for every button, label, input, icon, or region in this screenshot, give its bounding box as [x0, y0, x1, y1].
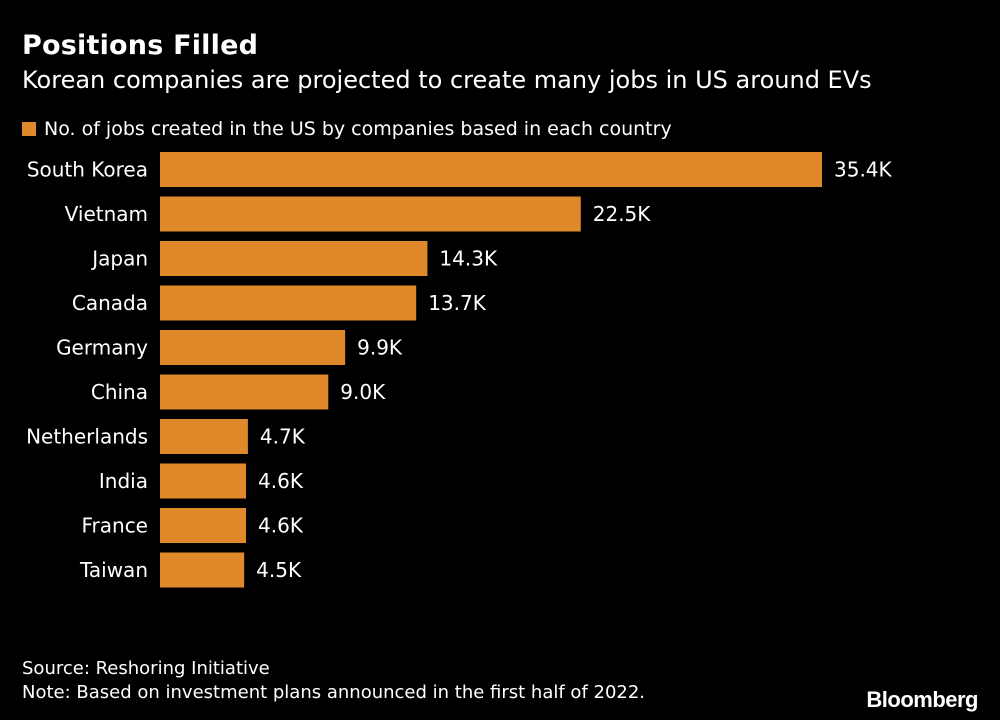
category-label: Taiwan [79, 558, 148, 582]
chart-subtitle: Korean companies are projected to create… [22, 66, 872, 94]
bar [160, 374, 329, 410]
data-label: 4.6K [258, 469, 304, 493]
data-label: 4.5K [256, 558, 302, 582]
bloomberg-logo: Bloomberg [866, 687, 978, 712]
source-note: Source: Reshoring Initiative [22, 658, 270, 679]
bar [160, 463, 247, 499]
category-label: China [91, 380, 148, 404]
chart-legend: No. of jobs created in the US by compani… [22, 118, 672, 140]
category-label: South Korea [27, 158, 148, 182]
category-label: India [99, 469, 148, 493]
bar [160, 196, 581, 232]
category-label: Vietnam [65, 202, 148, 226]
legend-label: No. of jobs created in the US by compani… [44, 118, 672, 140]
bar [160, 330, 346, 365]
bar [160, 419, 248, 454]
bar [160, 152, 822, 187]
category-label: Netherlands [26, 425, 148, 449]
data-label: 14.3K [439, 247, 498, 271]
footnote: Note: Based on investment plans announce… [22, 682, 646, 703]
data-label: 22.5K [593, 202, 652, 226]
data-label: 9.9K [357, 336, 403, 360]
category-label: Germany [56, 336, 148, 360]
data-label: 13.7K [428, 291, 487, 315]
data-label: 4.7K [260, 425, 306, 449]
category-label: Canada [72, 291, 148, 315]
category-label: Japan [90, 247, 148, 271]
bar [160, 508, 247, 543]
legend-swatch [22, 122, 36, 136]
bar [160, 241, 428, 276]
bar [160, 285, 417, 321]
data-label: 4.6K [258, 514, 304, 538]
data-label: 35.4K [834, 158, 893, 182]
chart-title: Positions Filled [22, 30, 259, 61]
category-label: France [81, 514, 148, 538]
bar [160, 552, 245, 588]
data-label: 9.0K [340, 380, 386, 404]
